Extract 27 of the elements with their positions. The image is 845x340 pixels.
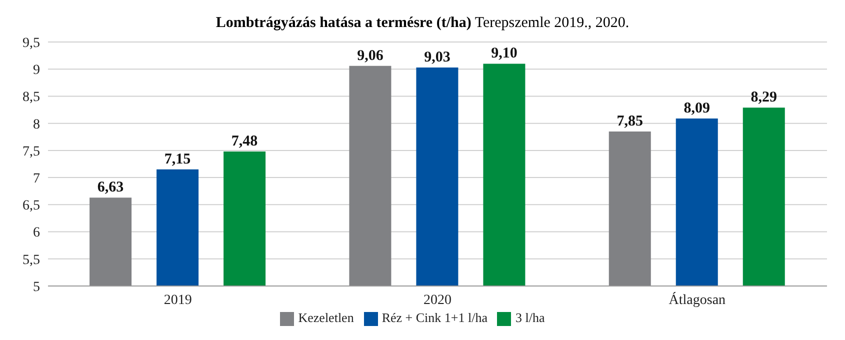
legend-label: Réz + Cink 1+1 l/ha xyxy=(382,310,488,325)
data-label: 7,85 xyxy=(616,113,644,130)
x-tick-label: 2019 xyxy=(164,292,192,308)
data-label: 6,63 xyxy=(97,180,124,196)
chart-subtitle: Terepszemle 2019., 2020. xyxy=(474,15,630,31)
data-label: 8,29 xyxy=(750,90,778,106)
x-tick-label: 2020 xyxy=(424,292,452,308)
y-tick-label: 8 xyxy=(33,117,40,132)
data-label: 8,09 xyxy=(684,100,710,116)
legend-label: Kezeletlen xyxy=(298,310,354,325)
y-tick-label: 9,5 xyxy=(22,36,40,51)
data-label: 9,03 xyxy=(424,49,450,66)
data-label: 7,48 xyxy=(231,134,258,150)
legend-label: 3 l/ha xyxy=(515,310,545,325)
y-tick-label: 7,5 xyxy=(22,144,40,160)
y-tick-label: 7 xyxy=(33,172,40,187)
y-tick-label: 9 xyxy=(33,63,40,78)
y-tick-label: 6,5 xyxy=(22,198,40,214)
y-tick-label: 6 xyxy=(33,226,40,241)
data-label: 9,10 xyxy=(491,46,518,62)
y-tick-label: 8,5 xyxy=(22,90,40,106)
x-tick-label: Átlagosan xyxy=(668,290,726,308)
data-label: 9,06 xyxy=(357,48,384,64)
data-label: 7,15 xyxy=(164,151,191,168)
chart-title: Lombtrágyázás hatása a termésre (t/ha) xyxy=(216,15,472,31)
y-tick-label: 5 xyxy=(33,280,40,295)
y-tick-label: 5,5 xyxy=(22,252,40,268)
